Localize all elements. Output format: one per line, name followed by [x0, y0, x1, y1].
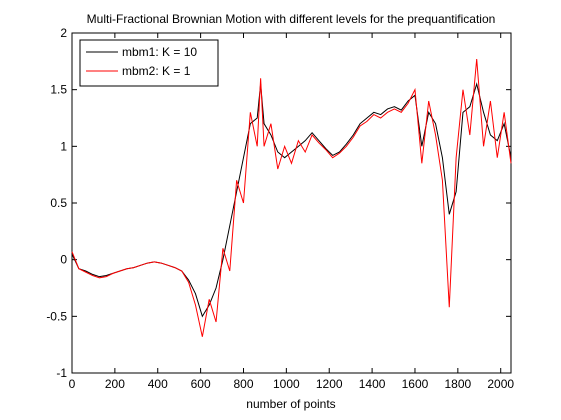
legend-label: mbm2: K = 1	[122, 64, 191, 78]
x-tick-label: 400	[148, 377, 168, 391]
y-tick-label: 1	[60, 139, 67, 153]
x-tick-label: 1800	[444, 377, 471, 391]
plot-area	[71, 32, 512, 374]
x-tick-label: 1600	[402, 377, 429, 391]
x-tick-label: 800	[233, 377, 253, 391]
x-tick-label: 1200	[316, 377, 343, 391]
x-tick-label: 1000	[273, 377, 300, 391]
x-tick-label: 2000	[487, 377, 514, 391]
chart-title: Multi-Fractional Brownian Motion with di…	[87, 12, 496, 26]
y-tick-label: -1	[56, 366, 67, 380]
x-axis-label: number of points	[246, 397, 335, 411]
y-tick-label: 0	[60, 253, 67, 267]
legend-box	[79, 39, 219, 87]
x-tick-label: 0	[69, 377, 76, 391]
y-tick-label: 1.5	[50, 83, 67, 97]
series-line	[71, 59, 512, 337]
y-tick-label: 2	[60, 26, 67, 40]
y-tick-label: -0.5	[46, 309, 67, 323]
x-tick-label: 200	[105, 377, 125, 391]
y-tick-label: 0.5	[50, 196, 67, 210]
legend-label: mbm1: K = 10	[122, 45, 197, 59]
x-tick-label: 600	[191, 377, 211, 391]
x-tick-label: 1400	[359, 377, 386, 391]
